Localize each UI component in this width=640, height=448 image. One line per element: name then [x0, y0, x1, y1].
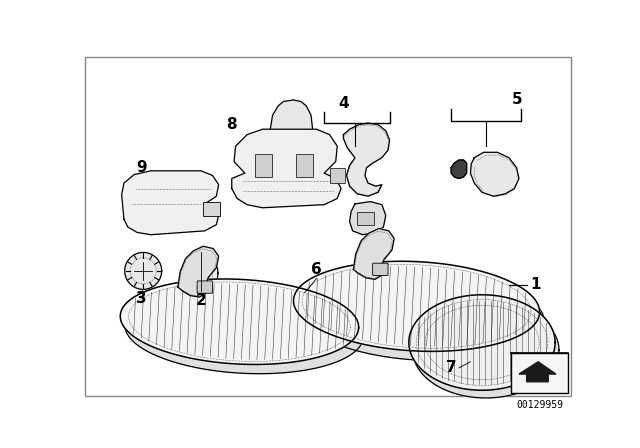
- Polygon shape: [413, 302, 559, 398]
- Bar: [255, 154, 272, 177]
- Polygon shape: [298, 271, 544, 361]
- Text: 6: 6: [311, 262, 322, 277]
- Text: 7: 7: [446, 361, 456, 375]
- Text: 3: 3: [136, 291, 147, 306]
- FancyBboxPatch shape: [197, 281, 212, 293]
- Polygon shape: [519, 362, 556, 382]
- Polygon shape: [184, 252, 218, 295]
- Polygon shape: [409, 295, 555, 390]
- Bar: [296, 154, 312, 177]
- FancyBboxPatch shape: [372, 263, 388, 276]
- Bar: [357, 211, 374, 225]
- Polygon shape: [451, 160, 467, 178]
- Text: 8: 8: [227, 117, 237, 132]
- Polygon shape: [294, 261, 540, 351]
- Bar: [511, 353, 568, 392]
- Bar: [204, 202, 220, 216]
- Polygon shape: [270, 100, 312, 129]
- Bar: [330, 168, 345, 183]
- Polygon shape: [344, 123, 390, 196]
- Polygon shape: [125, 288, 364, 374]
- Text: 1: 1: [531, 277, 541, 292]
- Text: 4: 4: [338, 96, 349, 111]
- Polygon shape: [353, 228, 394, 280]
- Text: 9: 9: [136, 160, 147, 175]
- Polygon shape: [125, 252, 162, 289]
- Polygon shape: [120, 279, 358, 365]
- Polygon shape: [470, 152, 519, 196]
- Text: 00129959: 00129959: [516, 400, 563, 410]
- Text: 2: 2: [196, 293, 206, 308]
- Polygon shape: [349, 202, 386, 235]
- Polygon shape: [232, 129, 341, 208]
- Polygon shape: [122, 171, 219, 235]
- Polygon shape: [178, 246, 219, 297]
- Text: 5: 5: [511, 92, 522, 108]
